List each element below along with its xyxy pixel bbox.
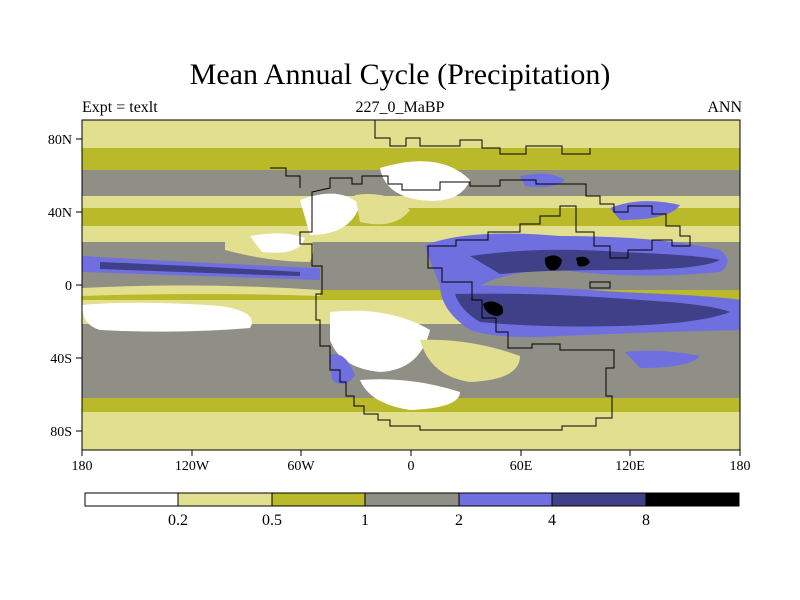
- experiment-label: Expt = texlt: [82, 99, 158, 116]
- desert-southwest: [82, 302, 252, 332]
- max-precip-cell-1: [544, 255, 562, 271]
- plot-title: Mean Annual Cycle (Precipitation): [189, 58, 611, 91]
- lat-label: 0: [65, 279, 72, 294]
- colorbar-label: 0.5: [262, 512, 282, 529]
- colorbar-bin: [552, 493, 646, 506]
- period-label: 227_0_MaBP: [355, 99, 445, 116]
- colorbar-frame: [84, 492, 740, 507]
- desert-south-continent: [330, 310, 430, 372]
- lon-label: 180: [730, 459, 751, 474]
- wet-patch-southeast: [625, 350, 700, 368]
- lat-label: 40S: [50, 352, 72, 367]
- colorbar-bin: [85, 493, 178, 506]
- itcz-west-core: [100, 262, 300, 276]
- colorbar-label: 8: [642, 512, 650, 529]
- lat-label: 80S: [50, 425, 72, 440]
- map-field: [82, 120, 740, 450]
- colorbar-label: 4: [548, 512, 556, 529]
- colorbar-bin: [365, 493, 459, 506]
- band-south-polar: [82, 412, 740, 450]
- max-precip-cell-3: [483, 301, 504, 316]
- dry-tongue: [82, 285, 320, 296]
- monsoon-north-core: [470, 249, 720, 274]
- lon-label: 60E: [510, 459, 533, 474]
- colorbar-label: 1: [361, 512, 369, 529]
- lon-label: 120E: [615, 459, 645, 474]
- dry-south-central: [420, 339, 520, 382]
- continent-outline: [299, 175, 691, 431]
- wet-patch-southwest: [330, 354, 355, 384]
- desert-northwest-core: [250, 233, 305, 253]
- colorbar-bin: [272, 493, 365, 506]
- max-precip-cell-2: [576, 256, 590, 267]
- northwest-island-outline: [270, 167, 301, 188]
- colorbar-bin: [459, 493, 552, 506]
- desert-north-central: [380, 161, 470, 201]
- season-label: ANN: [707, 99, 742, 116]
- colorbar-bin: [178, 493, 272, 506]
- desert-north-central-edge: [355, 194, 410, 225]
- lon-label: 180: [72, 459, 93, 474]
- colorbar-label: 0.2: [168, 512, 188, 529]
- lon-label: 120W: [175, 459, 210, 474]
- colorbar-label: 2: [455, 512, 463, 529]
- lon-label: 0: [408, 459, 415, 474]
- colorbar: 0.2 0.5 1 2 4 8: [84, 492, 740, 529]
- colorbar-bin: [646, 493, 739, 506]
- eastern-island-outline: [589, 281, 611, 289]
- equatorial-wet-east-core: [455, 293, 730, 327]
- desert-south-lower: [360, 379, 460, 410]
- desert-continent-west: [300, 193, 360, 235]
- northern-coast-outline: [374, 120, 591, 155]
- lat-label: 40N: [48, 206, 72, 221]
- lon-label: 60W: [287, 459, 315, 474]
- axis-ticks: [76, 138, 741, 456]
- lat-label: 80N: [48, 133, 72, 148]
